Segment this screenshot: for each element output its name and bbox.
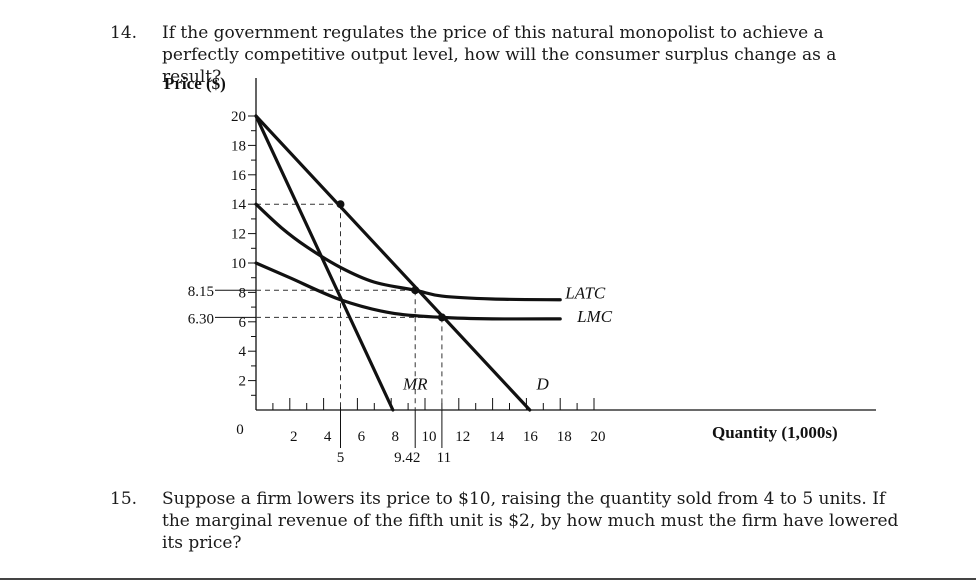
y-tick-label: 20: [231, 109, 246, 125]
question-14: 14. If the government regulates the pric…: [110, 22, 900, 88]
x-special-label-11: 11: [437, 450, 451, 466]
y-special-label-6-30: 6.30: [188, 311, 214, 327]
y-tick-label: 12: [231, 227, 246, 243]
x-tick-label: 12: [455, 429, 470, 445]
y-tick-label: 14: [231, 197, 247, 213]
mr-curve: [254, 114, 395, 412]
equilibrium-point-1: [411, 286, 420, 295]
y-tick-label: 2: [239, 374, 247, 390]
y-tick-label: 6: [239, 315, 247, 331]
y-tick-label: 10: [231, 256, 246, 272]
x-tick-label: 10: [422, 429, 437, 445]
question-15: 15. Suppose a firm lowers its price to $…: [110, 488, 900, 554]
x-tick-label: 14: [489, 429, 505, 445]
x-tick-label: 18: [557, 429, 572, 445]
x-tick-label: 4: [324, 429, 332, 445]
y-tick-label: 4: [239, 344, 247, 360]
equilibrium-point-2: [437, 313, 446, 322]
x-tick-label: 20: [591, 429, 606, 445]
question-15-number: 15.: [110, 489, 138, 509]
x-tick-label: 2: [290, 429, 298, 445]
x-special-label-5: 5: [337, 450, 345, 466]
question-14-text: If the government regulates the price of…: [162, 23, 837, 87]
y-tick-label: 16: [231, 168, 247, 184]
y-special-label-8-15: 8.15: [188, 284, 214, 300]
equilibrium-point-0: [336, 200, 345, 209]
x-special-label-9-42: 9.42: [394, 450, 420, 466]
lmc-label: LMC: [576, 307, 613, 326]
mr-label: MR: [402, 374, 428, 393]
y-tick-label: 18: [231, 138, 246, 154]
d-label: D: [536, 374, 550, 393]
question-15-text: Suppose a firm lowers its price to $10, …: [162, 489, 899, 553]
latc-label: LATC: [564, 283, 606, 302]
latc-curve: [254, 202, 562, 302]
x-tick-label: 6: [358, 429, 366, 445]
x-tick-label: 8: [391, 429, 399, 445]
page-divider: [0, 578, 976, 580]
question-14-number: 14.: [110, 23, 138, 43]
y-axis-title: Price ($): [164, 74, 226, 93]
x-tick-label: 16: [523, 429, 539, 445]
lmc-curve: [254, 261, 562, 321]
x-axis-title: Quantity (1,000s): [712, 423, 838, 442]
origin-label: 0: [236, 422, 244, 438]
y-tick-label: 8: [239, 285, 247, 301]
d-curve: [254, 114, 532, 412]
